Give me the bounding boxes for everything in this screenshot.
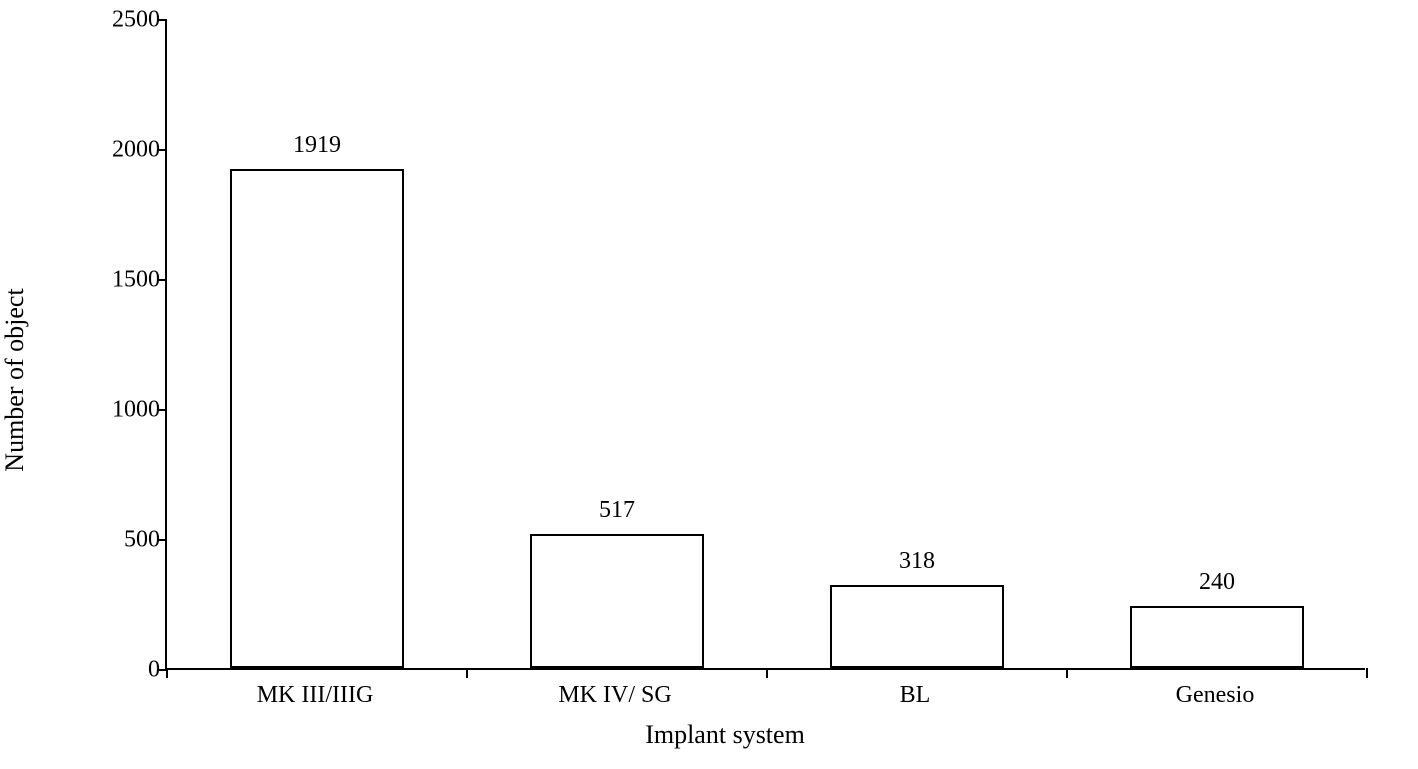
- y-tick-label: 2000: [112, 137, 160, 164]
- x-tick-label: Genesio: [1176, 682, 1255, 709]
- bar-value-label: 1919: [293, 132, 341, 159]
- x-axis-label: Implant system: [645, 720, 805, 750]
- y-tick-label: 2500: [112, 7, 160, 34]
- y-tick-label: 1000: [112, 397, 160, 424]
- x-tick-label: MK III/IIIG: [257, 682, 374, 709]
- bar-value-label: 517: [599, 497, 635, 524]
- y-tick-label: 1500: [112, 267, 160, 294]
- bar: [1130, 606, 1304, 668]
- x-tick: [466, 668, 468, 678]
- x-tick-label: BL: [900, 682, 931, 709]
- x-tick-label: MK IV/ SG: [558, 682, 671, 709]
- x-tick: [166, 668, 168, 678]
- y-tick-label: 0: [148, 657, 160, 684]
- bar-chart: Number of object 1919517318240 Implant s…: [75, 20, 1375, 740]
- bar-value-label: 318: [899, 548, 935, 575]
- y-tick-label: 500: [124, 527, 160, 554]
- bar: [230, 169, 404, 668]
- x-tick: [1066, 668, 1068, 678]
- bar: [530, 534, 704, 668]
- x-tick: [1366, 668, 1368, 678]
- bar-value-label: 240: [1199, 569, 1235, 596]
- plot-area: 1919 517 318 240: [165, 20, 1365, 670]
- y-axis-label: Number of object: [0, 288, 30, 471]
- bar: [830, 585, 1004, 668]
- x-tick: [766, 668, 768, 678]
